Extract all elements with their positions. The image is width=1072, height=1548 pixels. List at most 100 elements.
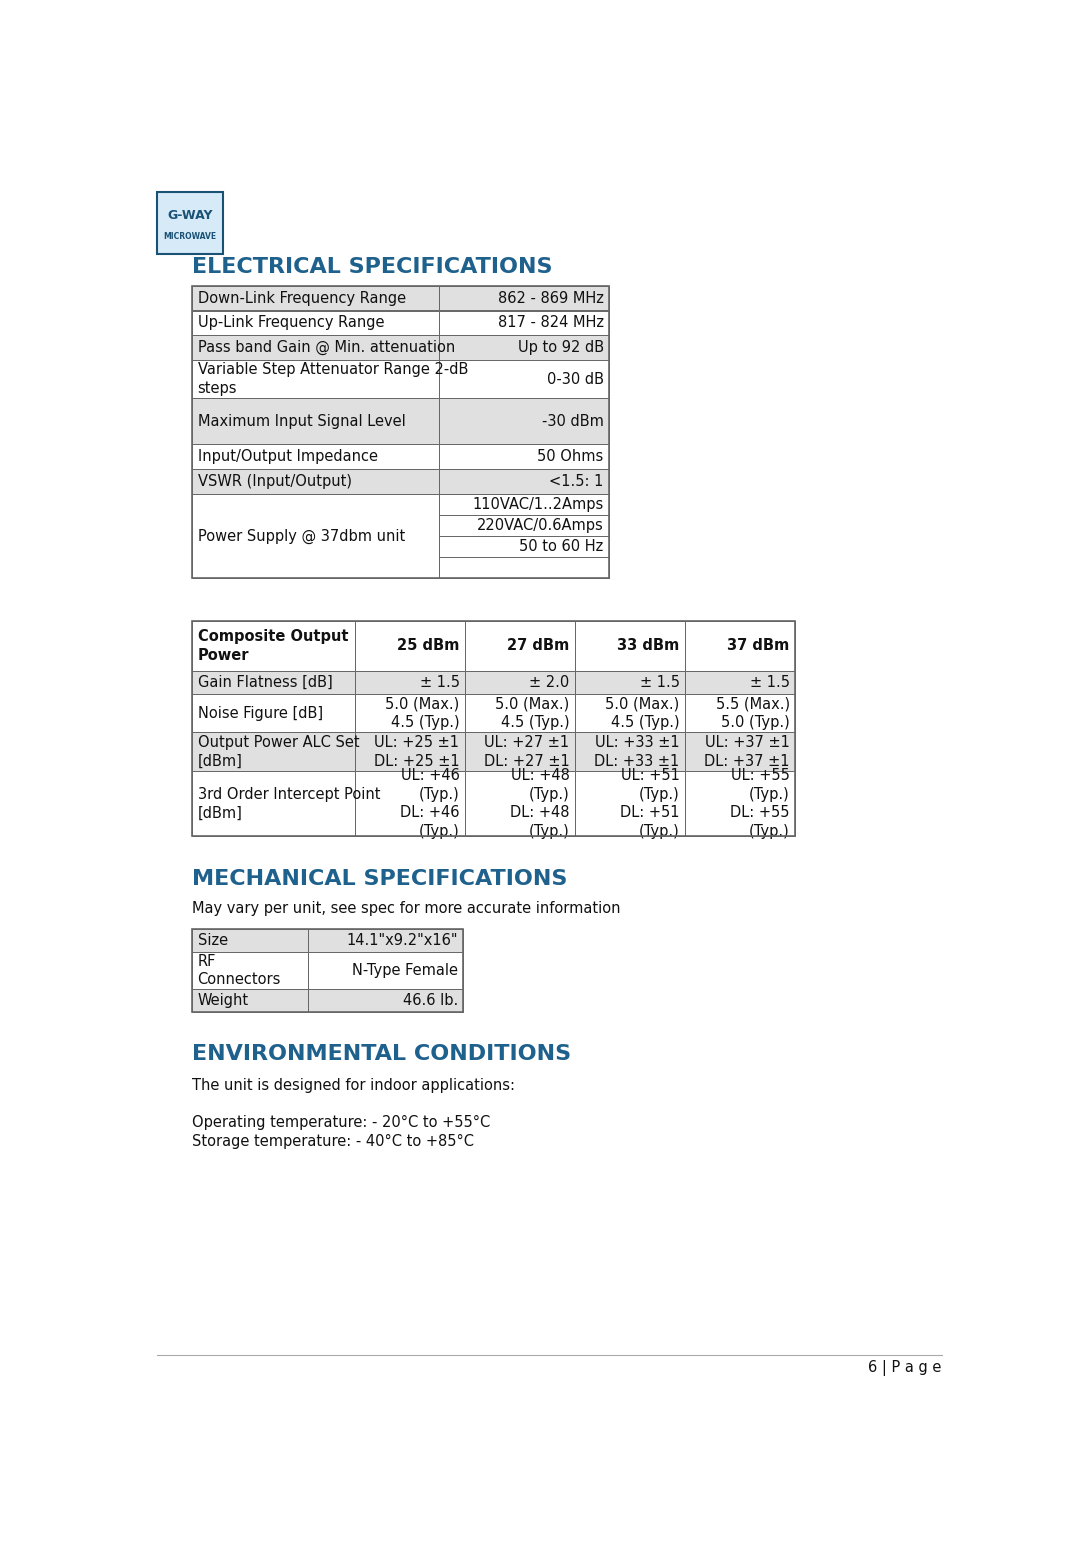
Text: RF
Connectors: RF Connectors — [197, 954, 281, 988]
Text: Size: Size — [197, 933, 227, 947]
Text: UL: +33 ±1
DL: +33 ±1: UL: +33 ±1 DL: +33 ±1 — [594, 735, 680, 768]
Text: 0-30 dB: 0-30 dB — [547, 372, 604, 387]
Bar — [438, 494, 609, 579]
Bar — [575, 732, 685, 771]
Bar — [192, 494, 438, 579]
Bar — [309, 989, 463, 1012]
Text: UL: +48
(Typ.)
DL: +48
(Typ.): UL: +48 (Typ.) DL: +48 (Typ.) — [510, 768, 569, 839]
Text: MECHANICAL SPECIFICATIONS: MECHANICAL SPECIFICATIONS — [192, 868, 567, 889]
Text: MICROWAVE: MICROWAVE — [164, 232, 217, 241]
Bar — [192, 286, 609, 579]
Text: Operating temperature: - 20°C to +55°C: Operating temperature: - 20°C to +55°C — [192, 1115, 490, 1130]
Bar — [438, 311, 609, 334]
Text: ± 1.5: ± 1.5 — [419, 675, 460, 690]
Bar — [438, 494, 609, 515]
Text: 220VAC/0.6Amps: 220VAC/0.6Amps — [477, 519, 604, 533]
Text: 27 dBm: 27 dBm — [507, 638, 569, 653]
Text: 5.0 (Max.)
4.5 (Typ.): 5.0 (Max.) 4.5 (Typ.) — [606, 697, 680, 731]
Bar — [465, 621, 575, 670]
Text: Weight: Weight — [197, 992, 249, 1008]
Text: 5.0 (Max.)
4.5 (Typ.): 5.0 (Max.) 4.5 (Typ.) — [495, 697, 569, 731]
Text: UL: +27 ±1
DL: +27 ±1: UL: +27 ±1 DL: +27 ±1 — [483, 735, 569, 768]
Text: N-Type Female: N-Type Female — [352, 963, 458, 978]
Bar — [192, 952, 309, 989]
Text: 14.1"x9.2"x16": 14.1"x9.2"x16" — [346, 933, 458, 947]
Text: Composite Output
Power: Composite Output Power — [197, 628, 348, 663]
Bar — [438, 469, 609, 494]
Text: Output Power ALC Set
[dBm]: Output Power ALC Set [dBm] — [197, 735, 359, 768]
Bar — [192, 359, 438, 398]
Text: ± 2.0: ± 2.0 — [530, 675, 569, 690]
Text: Gain Flatness [dB]: Gain Flatness [dB] — [197, 675, 332, 690]
Bar — [192, 444, 438, 469]
Bar — [465, 670, 575, 694]
Bar — [192, 929, 309, 952]
Bar — [465, 732, 575, 771]
Text: 50 Ohms: 50 Ohms — [537, 449, 604, 464]
Bar — [465, 771, 575, 836]
Text: ENVIRONMENTAL CONDITIONS: ENVIRONMENTAL CONDITIONS — [192, 1045, 571, 1065]
Bar — [309, 929, 463, 952]
Text: Maximum Input Signal Level: Maximum Input Signal Level — [197, 413, 405, 429]
Bar — [438, 557, 609, 579]
Text: 817 - 824 MHz: 817 - 824 MHz — [497, 316, 604, 330]
Text: The unit is designed for indoor applications:: The unit is designed for indoor applicat… — [192, 1077, 516, 1093]
Bar — [192, 670, 355, 694]
Bar — [192, 334, 438, 359]
Bar — [685, 694, 795, 732]
Bar — [192, 311, 438, 334]
Bar — [355, 694, 465, 732]
Bar — [685, 732, 795, 771]
Bar — [438, 334, 609, 359]
Text: Variable Step Attenuator Range 2-dB
steps: Variable Step Attenuator Range 2-dB step… — [197, 362, 467, 396]
Bar — [438, 536, 609, 557]
Text: 3rd Order Intercept Point
[dBm]: 3rd Order Intercept Point [dBm] — [197, 786, 381, 820]
Text: 46.6 lb.: 46.6 lb. — [403, 992, 458, 1008]
Bar — [438, 515, 609, 536]
Bar — [192, 989, 309, 1012]
Text: UL: +37 ±1
DL: +37 ±1: UL: +37 ±1 DL: +37 ±1 — [704, 735, 790, 768]
Bar — [192, 398, 438, 444]
Text: ± 1.5: ± 1.5 — [640, 675, 680, 690]
Bar — [685, 670, 795, 694]
Text: Down-Link Frequency Range: Down-Link Frequency Range — [197, 291, 405, 305]
Bar — [192, 286, 438, 311]
Text: VSWR (Input/Output): VSWR (Input/Output) — [197, 474, 352, 489]
Text: ELECTRICAL SPECIFICATIONS: ELECTRICAL SPECIFICATIONS — [192, 257, 553, 277]
Bar — [575, 771, 685, 836]
Bar — [355, 621, 465, 670]
Bar — [355, 771, 465, 836]
Text: Noise Figure [dB]: Noise Figure [dB] — [197, 706, 323, 721]
Text: 6 | P a g e: 6 | P a g e — [868, 1361, 941, 1376]
Text: ± 1.5: ± 1.5 — [749, 675, 790, 690]
Text: UL: +46
(Typ.)
DL: +46
(Typ.): UL: +46 (Typ.) DL: +46 (Typ.) — [400, 768, 460, 839]
Text: 25 dBm: 25 dBm — [397, 638, 460, 653]
Text: G-WAY: G-WAY — [167, 209, 213, 221]
Bar — [192, 621, 355, 670]
Bar — [192, 771, 355, 836]
Text: 110VAC/1..2Amps: 110VAC/1..2Amps — [473, 497, 604, 512]
Bar — [192, 929, 463, 1012]
Text: 5.0 (Max.)
4.5 (Typ.): 5.0 (Max.) 4.5 (Typ.) — [385, 697, 460, 731]
Bar — [192, 621, 795, 836]
Bar — [355, 670, 465, 694]
Text: Pass band Gain @ Min. attenuation: Pass band Gain @ Min. attenuation — [197, 341, 455, 354]
Text: <1.5: 1: <1.5: 1 — [549, 474, 604, 489]
Bar — [575, 670, 685, 694]
Text: -30 dBm: -30 dBm — [541, 413, 604, 429]
Bar — [438, 286, 609, 311]
Text: May vary per unit, see spec for more accurate information: May vary per unit, see spec for more acc… — [192, 901, 621, 915]
Text: UL: +25 ±1
DL: +25 ±1: UL: +25 ±1 DL: +25 ±1 — [374, 735, 460, 768]
Text: Up to 92 dB: Up to 92 dB — [518, 341, 604, 354]
Text: Storage temperature: - 40°C to +85°C: Storage temperature: - 40°C to +85°C — [192, 1133, 474, 1149]
Text: 37 dBm: 37 dBm — [728, 638, 790, 653]
Text: 33 dBm: 33 dBm — [617, 638, 680, 653]
Bar — [309, 952, 463, 989]
Text: 50 to 60 Hz: 50 to 60 Hz — [520, 539, 604, 554]
Bar — [438, 359, 609, 398]
Bar — [685, 771, 795, 836]
Bar — [192, 469, 438, 494]
Bar — [685, 621, 795, 670]
Bar — [192, 694, 355, 732]
Bar — [575, 694, 685, 732]
